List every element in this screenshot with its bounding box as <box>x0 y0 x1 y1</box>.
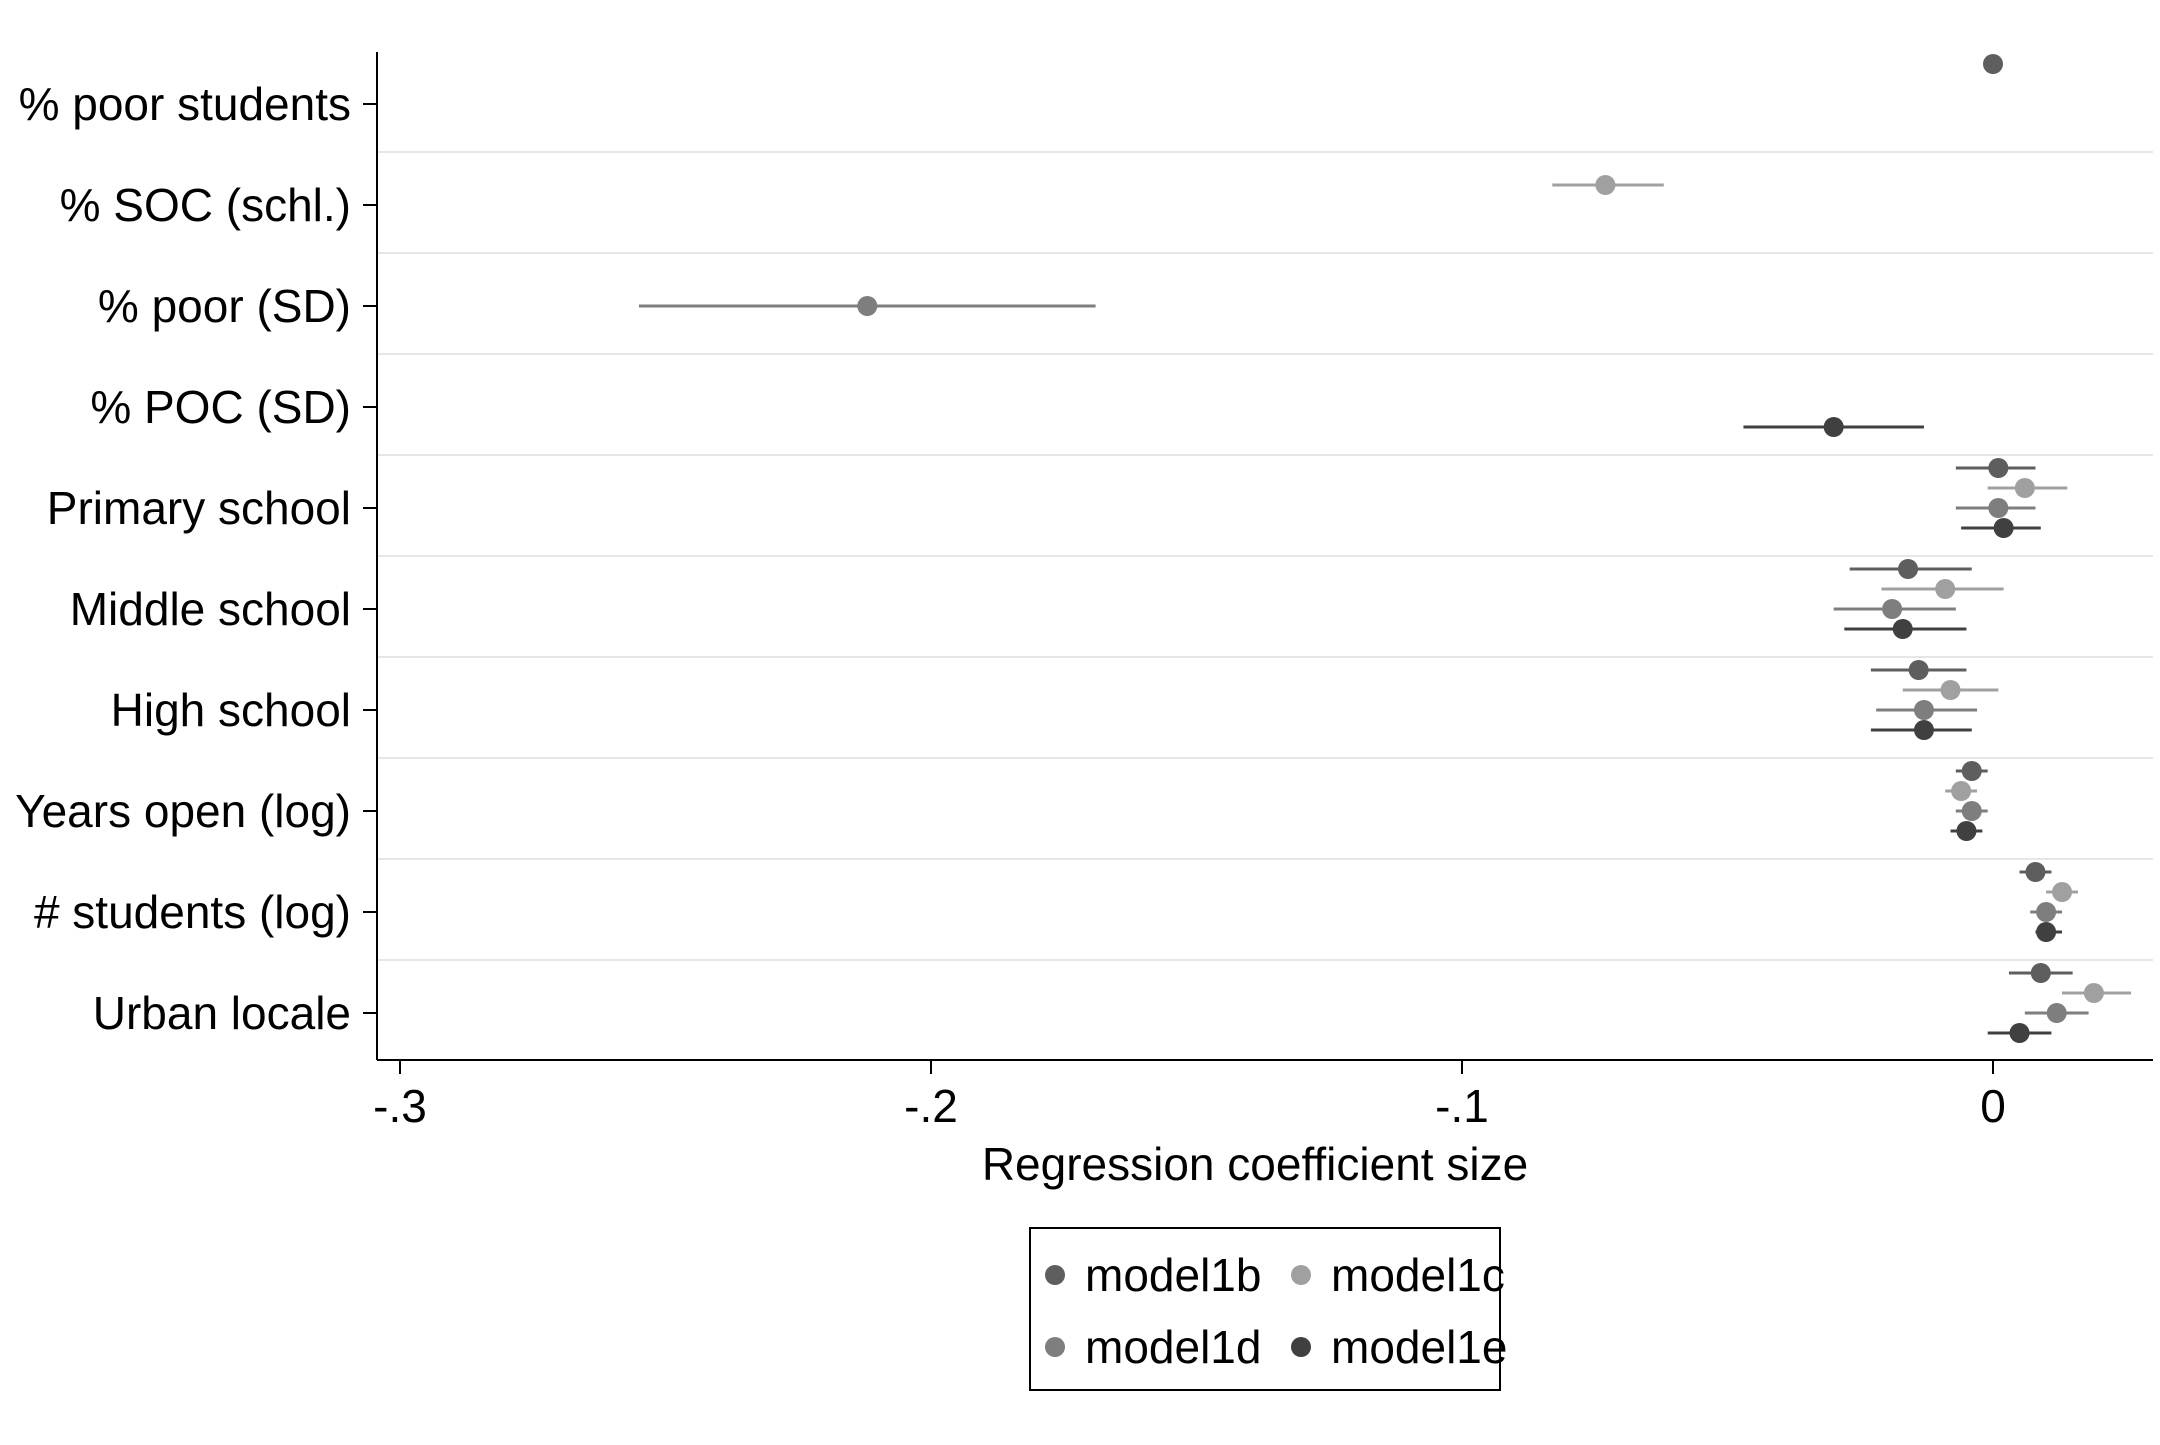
point-model1d <box>2036 902 2057 922</box>
legend: model1b model1c model1d model1e <box>1029 1227 1507 1391</box>
grid-layer <box>377 151 2153 961</box>
point-model1c <box>2083 983 2104 1003</box>
point-model1b <box>1961 761 1982 781</box>
point-model1d <box>1913 700 1934 720</box>
y-tick-label: High school <box>111 684 351 736</box>
point-model1b <box>1988 458 2009 478</box>
legend-label-model1b: model1b <box>1085 1249 1261 1301</box>
point-model1b <box>2025 862 2046 882</box>
legend-marker-model1c <box>1291 1265 1311 1285</box>
point-model1c <box>1935 579 1956 599</box>
point-model1b <box>2030 963 2051 983</box>
point-model1d <box>1961 801 1982 821</box>
y-tick-label: % poor students <box>19 78 351 130</box>
legend-marker-model1d <box>1045 1337 1065 1357</box>
legend-box <box>1029 1227 1501 1391</box>
y-tick-label: Primary school <box>47 482 351 534</box>
point-model1e <box>1956 821 1977 841</box>
point-model1b <box>1908 660 1929 680</box>
point-model1e <box>2036 922 2057 942</box>
x-axis-title: Regression coefficient size <box>982 1138 1528 1190</box>
x-tick-label: -.3 <box>373 1080 427 1132</box>
x-tick-label: -.2 <box>904 1080 958 1132</box>
point-model1d <box>2046 1003 2067 1023</box>
point-model1d <box>1988 498 2009 518</box>
point-model1c <box>2052 882 2073 902</box>
point-model1b <box>1898 559 1919 579</box>
x-tick-label: -.1 <box>1435 1080 1489 1132</box>
y-tick-label: % POC (SD) <box>90 381 351 433</box>
y-tick-label: Years open (log) <box>15 785 351 837</box>
point-model1d <box>1882 599 1903 619</box>
point-model1e <box>1913 720 1934 740</box>
x-tick-label: 0 <box>1980 1080 2006 1132</box>
y-tick-label: % SOC (schl.) <box>60 179 351 231</box>
point-model1e <box>2009 1023 2030 1043</box>
y-tick-label: % poor (SD) <box>98 280 351 332</box>
axis-layer: % poor students % SOC (schl.) % poor (SD)%… <box>15 52 2153 1132</box>
legend-label-model1c: model1c <box>1331 1249 1505 1301</box>
point-model1c <box>2014 478 2035 498</box>
marks-layer <box>638 54 2132 1043</box>
point-model1c <box>1951 781 1972 801</box>
y-tick-label: Middle school <box>70 583 351 635</box>
legend-marker-model1b <box>1045 1265 1065 1285</box>
y-tick-label: # students (log) <box>34 886 351 938</box>
point-model1d <box>857 296 878 316</box>
point-model1e <box>1823 417 1844 437</box>
point-model1e <box>1993 518 2014 538</box>
point-model1c <box>1940 680 1961 700</box>
legend-marker-model1e <box>1291 1337 1311 1357</box>
legend-label-model1e: model1e <box>1331 1321 1507 1373</box>
y-tick-label: Urban locale <box>93 987 351 1039</box>
point-model1e <box>1892 619 1913 639</box>
point-model1b <box>1983 54 2003 74</box>
legend-label-model1d: model1d <box>1085 1321 1261 1373</box>
point-model1c <box>1595 175 1616 195</box>
